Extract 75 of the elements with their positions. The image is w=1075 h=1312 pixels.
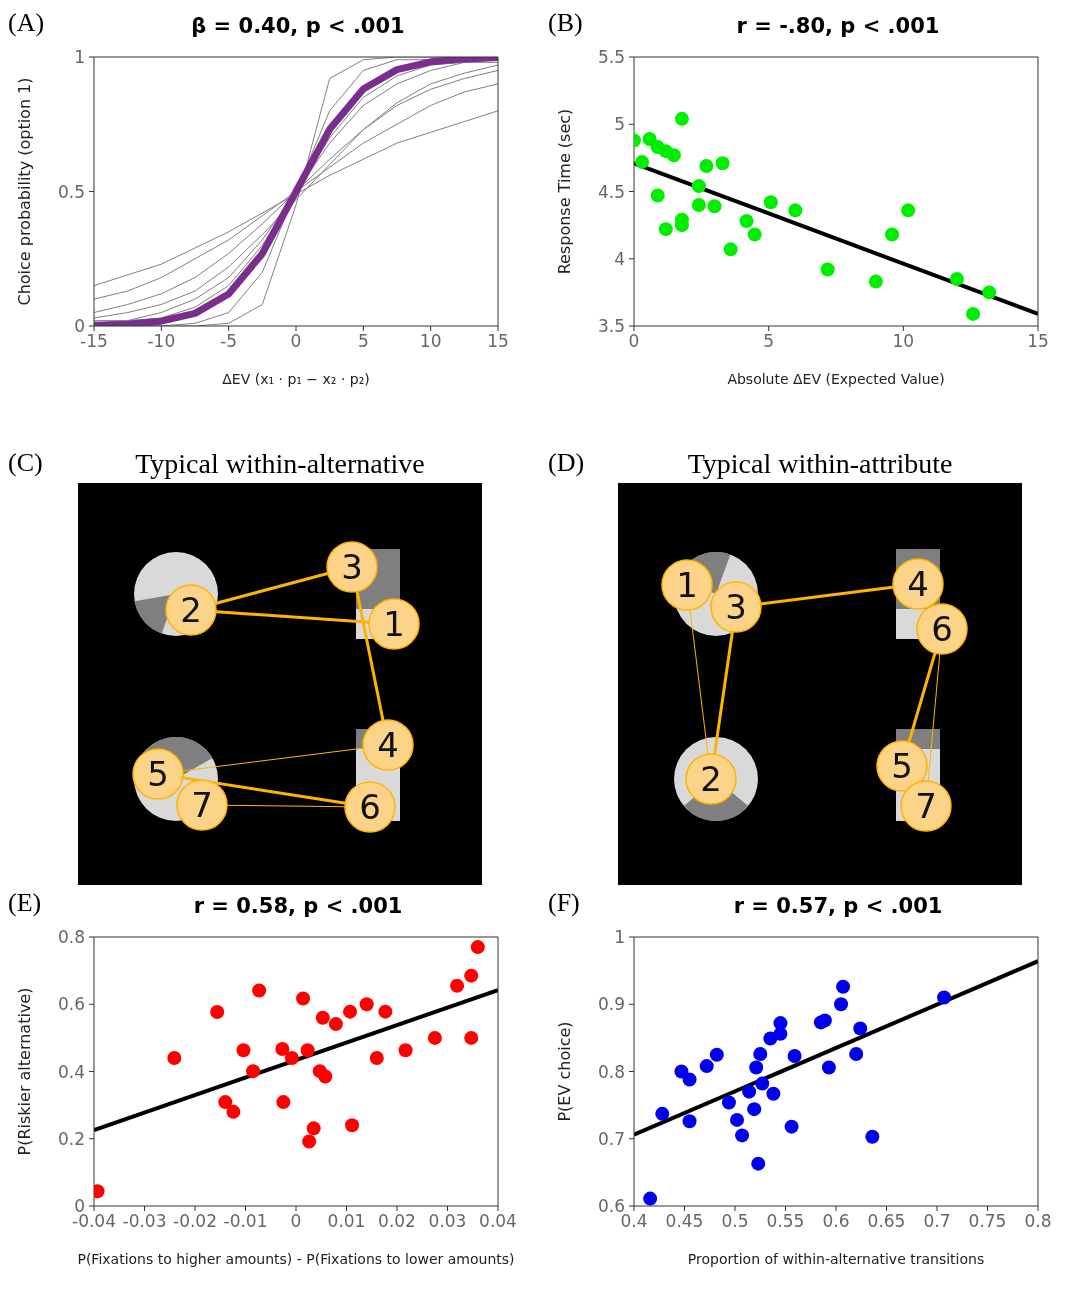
y-tick-label: 5.5 xyxy=(597,47,625,68)
y-tick-label: 1 xyxy=(74,47,85,68)
text: (D) xyxy=(548,448,585,478)
y-tick-label: 0.2 xyxy=(57,1128,85,1149)
y-tick-label: 0.4 xyxy=(57,1061,85,1082)
x-tick-label: 0.04 xyxy=(479,1211,517,1232)
x-tick-label: 0.7 xyxy=(923,1211,951,1232)
x-axis-title: Proportion of within-alternative transitions xyxy=(687,1251,985,1267)
x-axis-title: P(Fixations to higher amounts) - P(Fixations to lower amounts) xyxy=(77,1251,515,1267)
x-tick-label: 0.5 xyxy=(721,1211,749,1232)
x-tick-label: 0.02 xyxy=(378,1211,416,1232)
numbered-circle: 3 xyxy=(326,541,378,593)
y-tick-label: 0.7 xyxy=(597,1128,625,1149)
x-tick-label: -0.02 xyxy=(173,1211,217,1232)
x-tick-label: 0.45 xyxy=(665,1211,704,1232)
numbered-circle: 2 xyxy=(685,753,737,805)
text: Typical within-attribute xyxy=(686,448,954,480)
x-tick-label: 10 xyxy=(892,331,915,352)
x-tick-label: 10 xyxy=(419,331,442,352)
y-tick-label: 4.5 xyxy=(597,181,625,202)
x-tick-label: -5 xyxy=(220,331,238,352)
x-tick-label: 0.55 xyxy=(766,1211,805,1232)
x-axis-title: ΔEV (x₁ · p₁ − x₂ · p₂) xyxy=(222,371,370,387)
x-tick-label: 0.65 xyxy=(867,1211,906,1232)
x-tick-label: 0 xyxy=(290,331,302,352)
numbered-circle: 5 xyxy=(876,740,928,792)
numbered-circle: 6 xyxy=(916,603,968,655)
x-tick-label: 5 xyxy=(357,331,369,352)
y-axis-title: Response Time (sec) xyxy=(554,108,574,275)
x-tick-label: -10 xyxy=(147,331,176,352)
y-tick-label: 4 xyxy=(614,248,625,269)
x-tick-label: -0.03 xyxy=(122,1211,167,1232)
y-axis-title: P(Riskier alternative) xyxy=(14,987,34,1156)
x-tick-label: 0.75 xyxy=(968,1211,1007,1232)
y-tick-label: 0.5 xyxy=(57,181,85,202)
numbered-circle: 3 xyxy=(710,581,762,633)
chart-title: r = -.80, p < .001 xyxy=(735,14,941,38)
y-tick-label: 0.8 xyxy=(597,1061,625,1082)
numbered-circle: 7 xyxy=(900,780,952,832)
numbered-circle: 1 xyxy=(661,559,713,611)
x-tick-label: 0.01 xyxy=(327,1211,366,1232)
text: (C) xyxy=(8,448,43,478)
x-tick-label: 5 xyxy=(763,331,775,352)
numbered-circle: 4 xyxy=(892,558,944,610)
y-tick-label: 0.8 xyxy=(57,927,85,948)
chart-title: β = 0.40, p < .001 xyxy=(190,14,406,38)
numbered-circle: 5 xyxy=(132,748,184,800)
x-tick-label: 15 xyxy=(487,331,509,352)
text: (E) xyxy=(8,888,42,918)
text: (B) xyxy=(548,8,583,38)
x-axis-title: Absolute ΔEV (Expected Value) xyxy=(727,371,945,387)
x-tick-label: 0.8 xyxy=(1024,1211,1052,1232)
chart-title: r = 0.58, p < .001 xyxy=(192,894,404,918)
numbered-circle: 7 xyxy=(176,779,228,831)
y-tick-label: 0.9 xyxy=(597,994,625,1015)
x-tick-label: -0.01 xyxy=(223,1211,268,1232)
text: (A) xyxy=(8,8,45,38)
x-tick-label: 0 xyxy=(628,331,640,352)
numbered-circle: 2 xyxy=(165,584,217,636)
x-tick-label: 0.6 xyxy=(822,1211,850,1232)
y-axis-title: Choice probability (option 1) xyxy=(14,77,34,306)
numbered-circle: 6 xyxy=(344,781,396,833)
text: (F) xyxy=(548,888,580,918)
y-tick-label: 3.5 xyxy=(597,316,625,337)
numbered-circle: 1 xyxy=(368,598,420,650)
x-tick-label: 15 xyxy=(1027,331,1049,352)
x-tick-label: 0.03 xyxy=(428,1211,467,1232)
text: Typical within-alternative xyxy=(134,448,426,480)
y-axis-title: P(EV choice) xyxy=(554,1021,574,1122)
x-tick-label: 0 xyxy=(290,1211,302,1232)
numbered-circle: 4 xyxy=(362,719,414,771)
y-tick-label: 0.6 xyxy=(57,994,85,1015)
y-tick-label: 5 xyxy=(614,114,625,135)
y-tick-label: 1 xyxy=(614,927,625,948)
chart-title: r = 0.57, p < .001 xyxy=(732,894,944,918)
